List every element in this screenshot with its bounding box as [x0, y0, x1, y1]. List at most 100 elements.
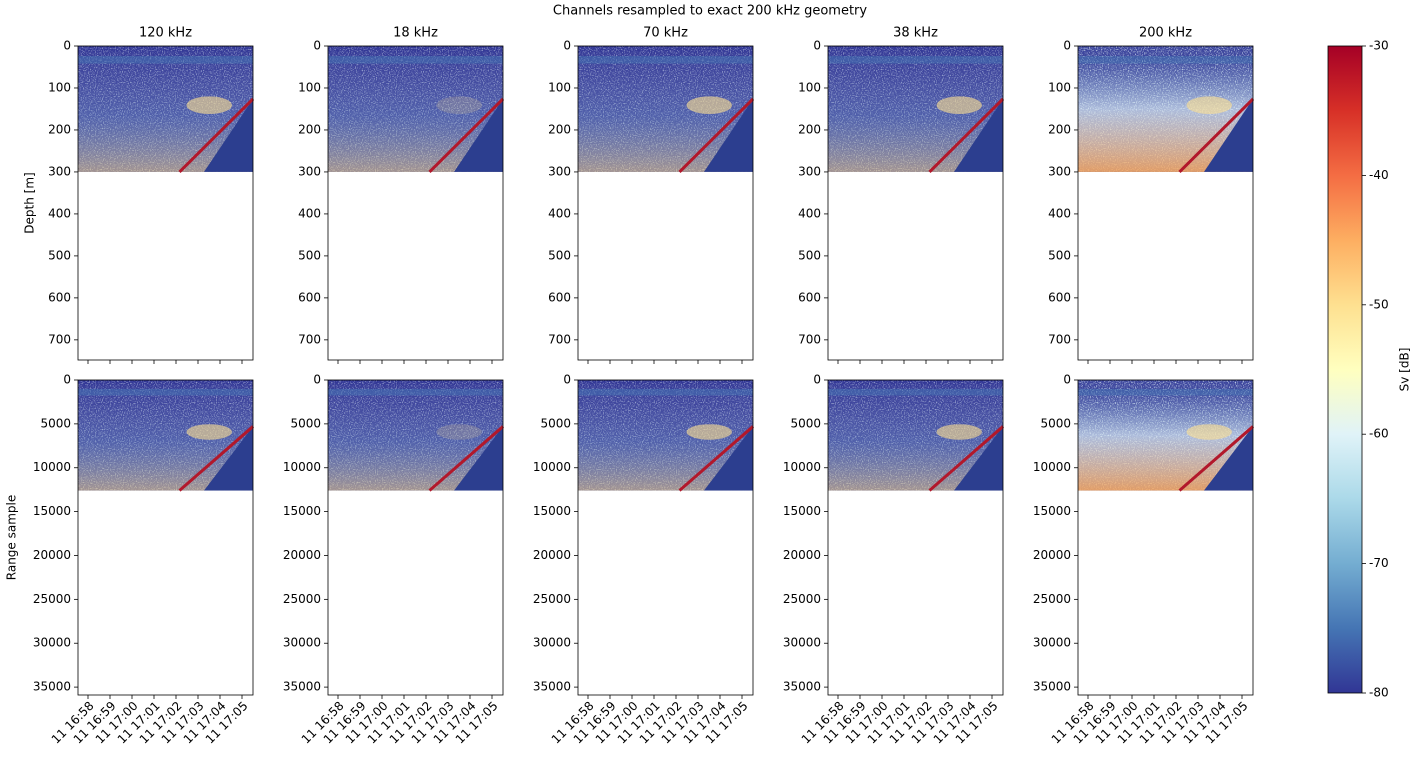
y-tick-label: 10000 [33, 460, 71, 474]
y-tick-label: 100 [548, 80, 571, 94]
y-tick-label: 20000 [33, 548, 71, 562]
y-tick-label: 15000 [1033, 504, 1071, 518]
y-tick-label: 700 [798, 332, 821, 346]
y-tick-label: 400 [548, 206, 571, 220]
y-tick-label: 0 [1063, 373, 1071, 387]
axes-frame [327, 379, 504, 696]
axes-frame [1077, 379, 1254, 696]
y-tick-label: 25000 [533, 592, 571, 606]
axes-frame [1077, 45, 1254, 361]
y-tick-label: 30000 [33, 636, 71, 650]
y-tick-label: 500 [798, 248, 821, 262]
y-tick-label: 0 [1063, 39, 1071, 53]
echogram [828, 46, 1005, 173]
y-tick-label: 5000 [790, 416, 821, 430]
y-tick-label: 600 [48, 290, 71, 304]
y-tick-label: 600 [548, 290, 571, 304]
y-tick-label: 35000 [33, 680, 71, 694]
y-tick-label: 30000 [1033, 636, 1071, 650]
y-tick-label: 0 [313, 39, 321, 53]
y-tick-label: 700 [548, 332, 571, 346]
axes-frame [327, 45, 504, 361]
colorbar-tick-label: -70 [1369, 556, 1389, 570]
y-tick-label: 500 [298, 248, 321, 262]
y-tick-label: 35000 [1033, 680, 1071, 694]
subplot-title: 200 kHz [1139, 26, 1192, 41]
echogram [578, 380, 754, 492]
echogram [1078, 380, 1254, 492]
y-tick-label: 300 [798, 164, 821, 178]
y-tick-label: 0 [563, 39, 571, 53]
y-tick-label: 500 [1048, 248, 1071, 262]
y-tick-label: 15000 [283, 504, 321, 518]
y-tick-label: 10000 [1033, 460, 1071, 474]
y-tick-label: 100 [298, 80, 321, 94]
y-tick-label: 200 [548, 122, 571, 136]
echogram [78, 46, 255, 173]
axes-frame [77, 379, 254, 696]
y-tick-label: 30000 [783, 636, 821, 650]
y-tick-label: 300 [548, 164, 571, 178]
y-axis-label: Depth [m] [23, 172, 37, 233]
y-tick-label: 20000 [1033, 548, 1071, 562]
y-tick-label: 20000 [783, 548, 821, 562]
y-tick-label: 35000 [783, 680, 821, 694]
axes-frame [77, 45, 254, 361]
y-tick-label: 25000 [283, 592, 321, 606]
y-tick-label: 15000 [33, 504, 71, 518]
colorbar-tick-label: -50 [1369, 297, 1389, 311]
subplot-title: 120 kHz [139, 26, 192, 41]
colorbar-label: Sv [dB] [1398, 348, 1412, 392]
colorbar-tick-label: -40 [1369, 168, 1389, 182]
y-tick-label: 5000 [1040, 416, 1071, 430]
y-tick-label: 0 [813, 39, 821, 53]
y-tick-label: 200 [298, 122, 321, 136]
y-tick-label: 10000 [783, 460, 821, 474]
y-tick-label: 600 [1048, 290, 1071, 304]
echogram [578, 46, 755, 173]
y-tick-label: 0 [63, 373, 71, 387]
y-tick-label: 25000 [1033, 592, 1071, 606]
y-tick-label: 700 [48, 332, 71, 346]
echogram [328, 380, 504, 492]
y-tick-label: 25000 [783, 592, 821, 606]
subplot-title: 70 kHz [643, 26, 688, 41]
y-tick-label: 400 [798, 206, 821, 220]
y-tick-label: 100 [48, 80, 71, 94]
axes-frame [827, 379, 1004, 696]
y-tick-label: 700 [298, 332, 321, 346]
y-tick-label: 20000 [533, 548, 571, 562]
y-tick-label: 300 [298, 164, 321, 178]
y-tick-label: 200 [798, 122, 821, 136]
subplot-title: 18 kHz [393, 26, 438, 41]
y-tick-label: 30000 [533, 636, 571, 650]
y-tick-label: 700 [1048, 332, 1071, 346]
y-tick-label: 5000 [290, 416, 321, 430]
colorbar-tick-label: -30 [1369, 39, 1389, 53]
y-tick-label: 400 [48, 206, 71, 220]
colorbar-frame [1327, 45, 1363, 694]
y-tick-label: 300 [48, 164, 71, 178]
y-tick-label: 0 [313, 373, 321, 387]
colorbar-tick-label: -60 [1369, 427, 1389, 441]
y-tick-label: 100 [798, 80, 821, 94]
echogram [78, 380, 254, 492]
y-tick-label: 0 [63, 39, 71, 53]
y-tick-label: 5000 [540, 416, 571, 430]
y-tick-label: 0 [813, 373, 821, 387]
y-tick-label: 300 [1048, 164, 1071, 178]
echogram [1078, 46, 1255, 173]
y-tick-label: 500 [548, 248, 571, 262]
subplot-title: 38 kHz [893, 26, 938, 41]
y-tick-label: 500 [48, 248, 71, 262]
axes-frame [577, 45, 754, 361]
axes-frame [827, 45, 1004, 361]
y-tick-label: 400 [1048, 206, 1071, 220]
y-tick-label: 25000 [33, 592, 71, 606]
colorbar-tick-label: -80 [1369, 686, 1389, 700]
figure-title: Channels resampled to exact 200 kHz geom… [553, 4, 867, 19]
y-tick-label: 35000 [283, 680, 321, 694]
y-tick-label: 0 [563, 373, 571, 387]
y-tick-label: 400 [298, 206, 321, 220]
